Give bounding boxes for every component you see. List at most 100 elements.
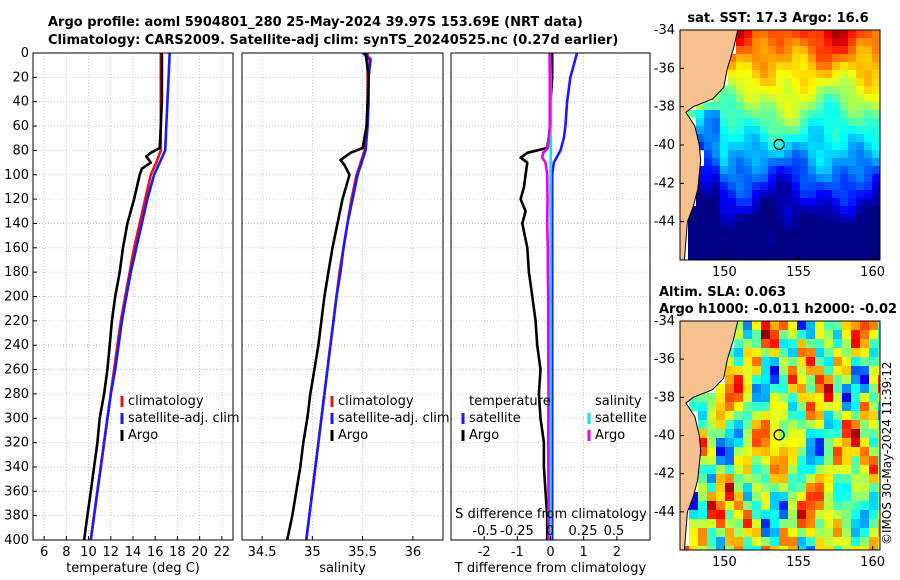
map-cell <box>720 238 729 247</box>
map-cell <box>824 102 833 111</box>
map-cell <box>720 102 729 111</box>
map-cell <box>816 166 825 175</box>
map-cell <box>698 483 708 493</box>
map-cell <box>872 222 880 231</box>
map-cell <box>788 447 798 457</box>
map-cell <box>784 102 793 111</box>
map-cell <box>856 38 865 47</box>
map-cell <box>698 501 708 511</box>
map-cell <box>752 402 762 412</box>
map-cell <box>797 330 807 340</box>
map-cell <box>842 438 852 448</box>
map-cell <box>776 62 785 71</box>
map-cell <box>797 474 807 484</box>
map-cell <box>806 366 816 376</box>
map-cell <box>792 94 801 103</box>
y-tick-label: -44 <box>654 505 675 520</box>
map-cell <box>784 166 793 175</box>
map-cell <box>832 38 841 47</box>
map-cell <box>761 366 771 376</box>
map-cell <box>779 375 789 385</box>
map-cell <box>851 402 861 412</box>
map-cell <box>872 150 880 159</box>
map-cell <box>707 393 717 403</box>
map-cell <box>752 254 761 260</box>
map-cell <box>860 339 870 349</box>
map-cell <box>797 384 807 394</box>
map-cell <box>808 30 817 39</box>
map-cell <box>725 402 735 412</box>
y-tick-label: 80 <box>12 143 29 158</box>
map-cell <box>851 483 861 493</box>
map-cell <box>689 546 699 550</box>
map-cell <box>761 357 771 367</box>
legend-salinity-heading: salinity <box>595 394 642 409</box>
map-cell <box>869 357 879 367</box>
map-cell <box>833 330 843 340</box>
map-cell <box>806 402 816 412</box>
map-cell <box>800 222 809 231</box>
map-cell <box>869 348 879 358</box>
y-tick-label: 320 <box>4 436 29 451</box>
map-cell <box>842 357 852 367</box>
map-cell <box>824 420 834 430</box>
map-cell <box>779 456 789 466</box>
map-cell <box>878 546 880 550</box>
map-cell <box>716 465 726 475</box>
map-cell <box>848 230 857 239</box>
map-cell <box>698 429 708 439</box>
map-cell <box>752 142 761 151</box>
map-cell <box>776 254 785 260</box>
map-cell <box>792 150 801 159</box>
map-cell <box>851 366 861 376</box>
map-cell <box>833 474 843 484</box>
map-cell <box>743 321 753 331</box>
map-cell <box>848 134 857 143</box>
map-cell <box>743 357 753 367</box>
map-cell <box>725 438 735 448</box>
map-cell <box>779 546 789 550</box>
map-cell <box>842 411 852 421</box>
map-cell <box>736 198 745 207</box>
map-cell <box>808 54 817 63</box>
sst_map: -34 -36 -38 -40 -42 -44 150 155 160 sat. SST: 17.… <box>654 11 885 280</box>
map-cell <box>816 190 825 199</box>
map-cell <box>832 190 841 199</box>
map-cell <box>864 54 873 63</box>
map-cell <box>832 94 841 103</box>
y-tick-label: -42 <box>654 176 675 191</box>
map-cell <box>842 402 852 412</box>
map-cell <box>840 206 849 215</box>
map-cell <box>824 78 833 87</box>
map-cell <box>744 182 753 191</box>
map-cell <box>864 198 873 207</box>
map-cell <box>808 174 817 183</box>
map-cell <box>784 150 793 159</box>
map-cell <box>712 230 721 239</box>
map-cell <box>800 102 809 111</box>
y-tick-label: 200 <box>4 290 29 305</box>
salinity-difference-axis-label: S difference from climatology <box>455 507 647 522</box>
map-cell <box>788 438 798 448</box>
map-cell <box>800 238 809 247</box>
map-cell <box>696 126 705 135</box>
legend-climatology-label: climatology <box>338 394 414 409</box>
map-cell <box>860 492 870 502</box>
map-cell <box>728 86 737 95</box>
map-cell <box>761 474 771 484</box>
map-cell <box>688 254 697 260</box>
map-cell <box>704 254 713 260</box>
map-cell <box>788 501 798 511</box>
map-cell <box>734 375 744 385</box>
map-cell <box>768 102 777 111</box>
y-tick-label: -42 <box>654 467 675 482</box>
map-cell <box>728 254 737 260</box>
map-cell <box>842 393 852 403</box>
map-cell <box>832 78 841 87</box>
map-cell <box>743 411 753 421</box>
map-cell <box>728 238 737 247</box>
map-cell <box>842 375 852 385</box>
x-tick-label: 20 <box>191 545 208 560</box>
map-cell <box>848 206 857 215</box>
map-cell <box>816 70 825 79</box>
